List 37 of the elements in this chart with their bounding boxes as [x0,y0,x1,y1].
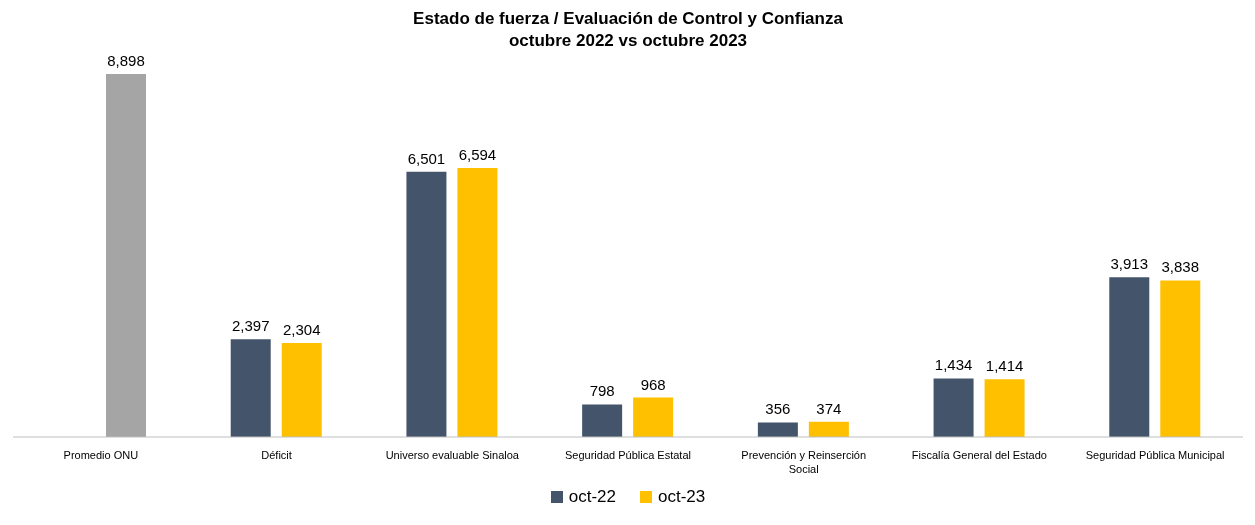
x-tick-label: Déficit [261,449,292,461]
data-label: 8,898 [107,52,145,69]
legend-label: oct-22 [567,487,616,507]
bar [230,339,271,437]
data-label: 1,434 [934,356,973,374]
bar [457,167,498,437]
data-label: 3,913 [1110,255,1149,273]
data-label: 798 [589,382,615,400]
data-label: 2,397 [231,317,270,335]
x-tick-label: Universo evaluable Sinaloa [385,449,520,461]
chart-subtitle: octubre 2022 vs octubre 2023 [507,30,749,52]
bar [582,404,623,437]
bar [633,397,674,437]
bar [757,422,798,437]
x-tick-label: Prevención y Reinserción Social [741,449,867,475]
data-label: 6,501 [407,149,446,167]
data-label: 968 [640,375,666,393]
data-label: 1,414 [985,357,1024,375]
bar [1109,277,1150,437]
chart-title: Estado de fuerza / Evaluación de Control y Confianza [412,8,844,30]
data-label: 2,304 [282,321,321,339]
bar [106,74,146,437]
data-label: 6,594 [458,145,497,163]
bar [984,379,1025,437]
data-label: 356 [765,400,791,418]
x-tick-label: Fiscalía General del Estado [911,449,1047,461]
x-tick-label: Promedio ONU [63,449,139,461]
bar [281,343,322,437]
bar [933,378,974,437]
x-tick-label: Seguridad Pública Estatal [565,449,691,461]
bar [406,171,447,437]
bar [1160,280,1201,437]
data-label: 3,838 [1161,258,1200,276]
data-label: 374 [816,399,842,417]
x-tick-label: Seguridad Pública Municipal [1085,449,1225,461]
bar [808,421,849,437]
legend-label: oct-23 [657,487,706,507]
